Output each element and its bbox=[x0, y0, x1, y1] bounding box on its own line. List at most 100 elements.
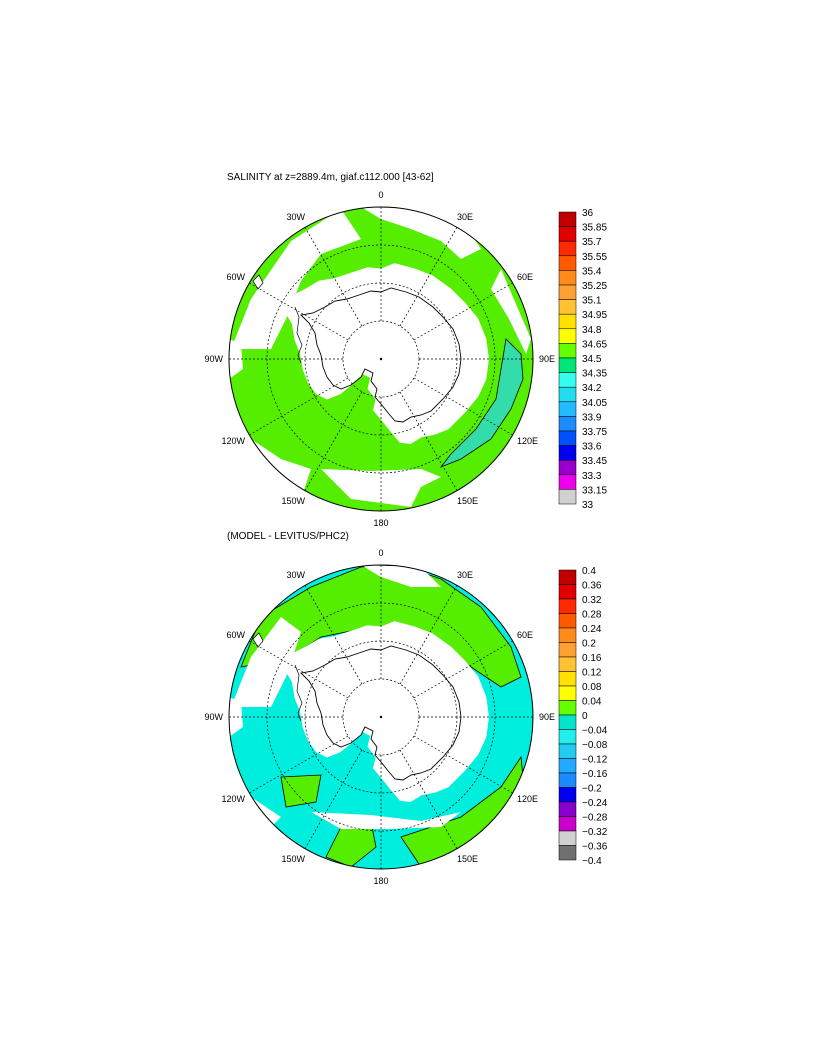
meridian-line bbox=[413, 377, 513, 436]
colorbar-swatch bbox=[558, 255, 577, 271]
longitude-label: 90W bbox=[204, 712, 223, 722]
colorbar-swatch bbox=[558, 598, 577, 614]
land-mask bbox=[321, 469, 441, 507]
colorbar-label: 34.8 bbox=[582, 325, 602, 336]
colorbar-swatch bbox=[558, 489, 577, 505]
longitude-label: 180 bbox=[373, 518, 388, 528]
continental-shelf-mask bbox=[273, 621, 489, 803]
colorbar-label: 35.7 bbox=[582, 237, 602, 248]
colorbar-swatch bbox=[558, 787, 577, 803]
meridian-line bbox=[399, 585, 458, 685]
land-mask bbox=[233, 399, 311, 499]
colorbar-label: 34.95 bbox=[582, 310, 607, 321]
colorbar-label: 35.55 bbox=[582, 252, 607, 263]
land-mask bbox=[229, 697, 243, 737]
colorbar-swatch bbox=[558, 459, 577, 476]
meridian-line bbox=[399, 749, 458, 849]
colorbar-label: 36 bbox=[582, 208, 594, 219]
latitude-circle bbox=[342, 678, 420, 756]
map-group: 0 30E 60E 90E 120E 150E 180 150W 120W 90W 60W 30W 0.… bbox=[204, 548, 607, 886]
south-america-coast bbox=[252, 632, 264, 648]
meridian-line bbox=[249, 640, 349, 699]
colorbar-label: 0.12 bbox=[582, 668, 602, 679]
colorbar-swatch bbox=[558, 270, 577, 286]
meridian-line bbox=[413, 735, 513, 794]
longitude-label: 90E bbox=[539, 354, 555, 364]
south-america-coast bbox=[252, 274, 264, 290]
colorbar-swatch bbox=[558, 416, 577, 432]
colorbar-swatch bbox=[558, 357, 577, 373]
colorbar-label: 34.35 bbox=[582, 369, 607, 380]
colorbar: 36 35.85 35.7 35.55 35.4 35.25 35.1 34.95 34.8 34… bbox=[558, 208, 607, 511]
colorbar-label: 34.65 bbox=[582, 339, 607, 350]
longitude-label: 150W bbox=[281, 496, 305, 506]
colorbar-swatch bbox=[558, 801, 577, 817]
meridian-line bbox=[249, 282, 349, 341]
colorbar-label: 33.15 bbox=[582, 485, 607, 496]
colorbar-swatch bbox=[558, 627, 577, 643]
colorbar-label: −0.32 bbox=[582, 827, 608, 838]
colorbar-label: 35.4 bbox=[582, 266, 602, 277]
colorbar-label: 35.85 bbox=[582, 223, 607, 234]
meridian-line bbox=[399, 227, 458, 327]
land-mask bbox=[361, 207, 481, 259]
colorbar-label: 0.36 bbox=[582, 581, 602, 592]
colorbar-label: 33.45 bbox=[582, 456, 607, 467]
longitude-label: 120W bbox=[221, 794, 245, 804]
land-mask bbox=[231, 617, 301, 707]
colorbar-label: 33.75 bbox=[582, 427, 607, 438]
salinity-panel: SALINITY at z=2889.4m, giaf.c112.000 [43… bbox=[204, 172, 607, 528]
colorbar-label: −0.08 bbox=[582, 740, 608, 751]
colorbar-label: −0.16 bbox=[582, 769, 608, 780]
map-boundary bbox=[228, 206, 534, 512]
colorbar-swatch bbox=[558, 743, 577, 759]
colorbar-swatch bbox=[558, 569, 577, 585]
colorbar-swatch bbox=[558, 430, 577, 446]
colorbar-label: 0 bbox=[582, 711, 588, 722]
meridian-line bbox=[304, 749, 363, 849]
colorbar-swatch bbox=[558, 729, 577, 745]
colorbar-swatch bbox=[558, 584, 577, 600]
colorbar-label: 0.4 bbox=[582, 566, 596, 577]
land-mask bbox=[231, 209, 361, 349]
colorbar-swatch bbox=[558, 386, 577, 403]
colorbar-label: 35.25 bbox=[582, 281, 607, 292]
latitude-circle bbox=[266, 602, 496, 832]
longitude-label: 150W bbox=[281, 854, 305, 864]
land-mask bbox=[229, 339, 243, 379]
colorbar-swatch bbox=[558, 474, 577, 490]
colorbar-swatch bbox=[558, 671, 577, 687]
longitude-label: 30E bbox=[457, 212, 473, 222]
colorbar-swatch bbox=[558, 313, 577, 330]
colorbar-label: 34.2 bbox=[582, 383, 602, 394]
colorbar-swatch bbox=[558, 685, 577, 701]
colorbar-swatch bbox=[558, 299, 577, 315]
colorbar-label: 33.3 bbox=[582, 471, 602, 482]
latitude-circle bbox=[304, 640, 458, 794]
peninsula-coast bbox=[294, 306, 303, 364]
colorbar-swatch bbox=[558, 343, 577, 359]
longitude-label: 30E bbox=[457, 570, 473, 580]
land-mask bbox=[311, 812, 461, 829]
colorbar-label: 33.6 bbox=[582, 442, 602, 453]
contour-region bbox=[400, 755, 527, 868]
longitude-label: 30W bbox=[286, 212, 305, 222]
colorbar-swatch bbox=[558, 240, 577, 257]
meridian-line bbox=[249, 735, 349, 794]
colorbar-swatch bbox=[558, 328, 577, 344]
colorbar-label: 33.9 bbox=[582, 412, 602, 423]
peninsula-coast bbox=[294, 664, 303, 722]
longitude-label: 90W bbox=[204, 354, 223, 364]
colorbar-label: 0.08 bbox=[582, 682, 602, 693]
colorbar-label: 0.24 bbox=[582, 624, 602, 635]
colorbar-swatch bbox=[558, 284, 577, 300]
meridian-line bbox=[399, 391, 458, 491]
meridian-line bbox=[249, 377, 349, 436]
colorbar-label: 0.28 bbox=[582, 610, 602, 621]
colorbar-label: 33 bbox=[582, 500, 594, 511]
longitude-label: 60E bbox=[517, 630, 533, 640]
colorbar-label: −0.4 bbox=[582, 856, 602, 867]
colorbar-swatch bbox=[558, 758, 577, 774]
colorbar-swatch bbox=[558, 656, 577, 672]
colorbar-swatch bbox=[558, 700, 577, 716]
